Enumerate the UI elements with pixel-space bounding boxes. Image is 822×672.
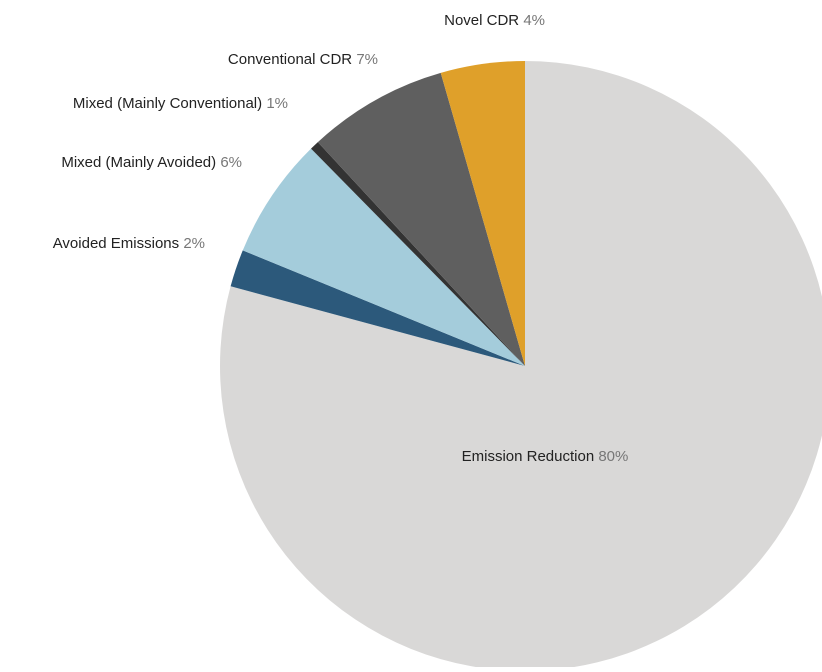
- slice-label-novel-cdr: Novel CDR 4%: [444, 12, 545, 29]
- slice-label-name: Conventional CDR: [228, 51, 356, 68]
- slice-label-percent: 1%: [266, 95, 288, 112]
- pie-labels: Emission Reduction 80% Avoided Emissions …: [53, 12, 629, 465]
- pie-slice-novel-cdr: [440, 61, 525, 366]
- slice-label-name: Avoided Emissions: [53, 235, 184, 252]
- slice-label-name: Mixed (Mainly Avoided): [61, 154, 220, 171]
- slice-label-percent: 80%: [598, 448, 628, 465]
- slice-label-emission-reduction: Emission Reduction 80%: [462, 448, 629, 465]
- slice-label-mixed-mainly-avoided: Mixed (Mainly Avoided) 6%: [61, 154, 242, 171]
- pie-slice-mixed-mainly-avoided: [242, 148, 525, 366]
- slice-label-conventional-cdr: Conventional CDR 7%: [228, 51, 378, 68]
- pie-slice-avoided-emissions: [230, 250, 525, 366]
- slice-label-name: Mixed (Mainly Conventional): [73, 95, 266, 112]
- slice-label-avoided-emissions: Avoided Emissions 2%: [53, 235, 205, 252]
- slice-label-mixed-mainly-conventional: Mixed (Mainly Conventional) 1%: [73, 95, 288, 112]
- pie-slice-emission-reduction: [220, 61, 822, 671]
- pie-slices: [220, 61, 822, 671]
- slice-label-percent: 2%: [183, 235, 205, 252]
- pie-slice-mixed-mainly-conventional: [311, 142, 525, 366]
- slice-label-name: Emission Reduction: [462, 448, 599, 465]
- slice-label-percent: 7%: [356, 51, 378, 68]
- slice-label-percent: 4%: [523, 12, 545, 29]
- slice-label-percent: 6%: [220, 154, 242, 171]
- slice-label-name: Novel CDR: [444, 12, 523, 29]
- pie-slice-conventional-cdr: [317, 72, 525, 367]
